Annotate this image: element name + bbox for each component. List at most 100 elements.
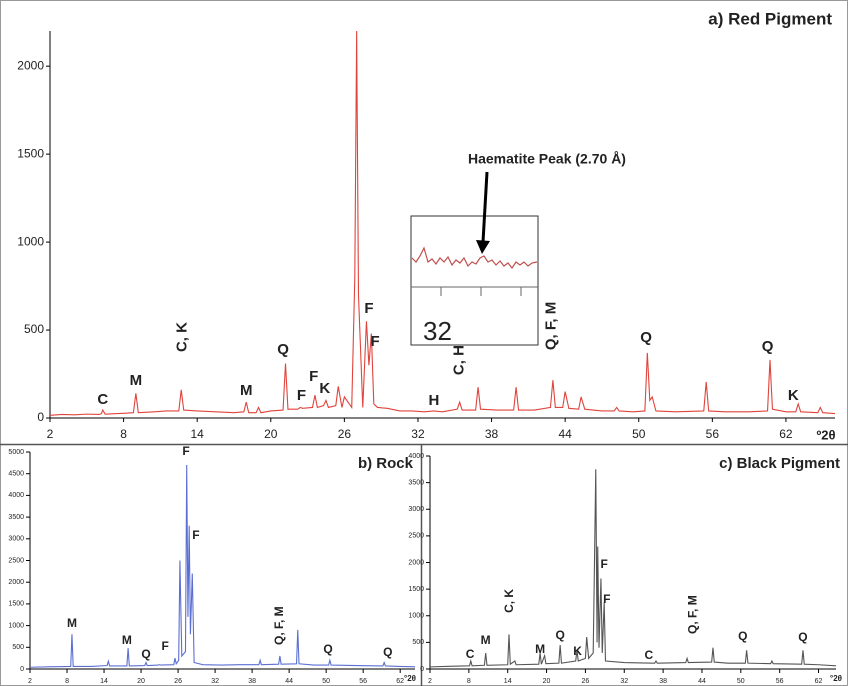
y-tick-label: 500 [412,639,424,646]
peak-label: C [466,647,475,661]
peak-label: F [603,592,610,606]
peak-label: F [601,557,608,571]
peak-label: K [788,387,799,404]
x-tick-label: 56 [706,427,720,441]
spectrum-line [49,30,836,416]
x-tick-label: 62 [396,678,404,685]
peak-label: Q [323,642,332,656]
y-tick-label: 2000 [17,58,44,72]
x-tick-label: 32 [411,427,425,441]
peak-label: F [309,368,318,385]
y-tick-label: 5000 [8,449,24,456]
peak-label: Q [383,645,392,659]
y-tick-label: 2500 [408,533,424,540]
y-tick-label: 1500 [408,586,424,593]
peak-label: Q [738,629,747,643]
x-tick-label: 20 [543,678,551,685]
x-tick-label: 14 [504,678,512,685]
x-tick-label: 2 [428,678,432,685]
x-tick-label: 44 [558,427,572,441]
peak-label: C, K [173,322,190,352]
y-tick-label: 1500 [17,146,44,160]
x-tick-label: 62 [779,427,793,441]
x-tick-label: 50 [737,678,745,685]
x-tick-label: 50 [322,678,330,685]
x-tick-label: 32 [620,678,628,685]
callout: Haematite Peak (2.70 Å) [468,151,626,167]
peak-label: F [182,444,189,458]
peak-label: C [97,391,108,408]
y-tick-label: 1000 [17,234,44,248]
panel-title: a) Red Pigment [708,9,832,28]
x-tick-label: 8 [120,427,127,441]
peak-label: Q [640,329,652,346]
peak-label: F [370,333,379,350]
y-tick-label: 500 [24,322,44,336]
inset-tick-label: 32 [423,316,452,346]
inset-trace [411,246,538,270]
x-tick-label: 14 [191,427,205,441]
peak-label: H [428,392,439,409]
peak-label: Q, F, M [272,606,286,645]
x-tick-label: 20 [264,427,278,441]
peak-label: Q [141,647,150,661]
x-tick-label: 20 [137,678,145,685]
peak-label: F [192,528,199,542]
y-tick-label: 4000 [408,453,424,460]
y-tick-label: 2500 [8,557,24,564]
y-tick-label: 1500 [8,601,24,608]
peak-label: K [573,644,582,658]
peak-label: M [67,616,77,630]
inset-box [410,215,539,346]
panel-title: c) Black Pigment [719,455,840,472]
peak-label: F [364,300,373,317]
peak-label: Q [798,630,807,644]
x-tick-label: 8 [65,678,69,685]
x-tick-label: 44 [285,678,293,685]
peak-label: M [122,633,132,647]
callout-arrow [481,171,489,243]
x-tick-label: 50 [632,427,646,441]
y-tick-label: 4500 [8,471,24,478]
peak-label: Q [277,341,289,358]
x-tick-label: 32 [211,678,219,685]
x-axis-label: °2θ [830,674,842,683]
y-tick-label: 3000 [408,506,424,513]
peak-label: C, K [502,589,516,613]
y-tick-label: 0 [420,666,424,673]
callout-arrowhead [476,240,490,254]
y-tick-label: 1000 [408,613,424,620]
x-tick-label: 8 [467,678,471,685]
x-tick-label: 2 [47,427,54,441]
x-tick-label: 56 [776,678,784,685]
x-tick-label: 62 [815,678,823,685]
x-tick-label: 26 [174,678,182,685]
y-tick-label: 3500 [408,479,424,486]
x-tick-label: 26 [338,427,352,441]
y-tick-label: 3000 [8,536,24,543]
x-tick-label: 56 [359,678,367,685]
spectrum-line [429,469,837,668]
peak-label: Q, F, M [686,595,700,634]
spectrum-line [29,465,416,668]
y-tick-label: 500 [12,644,24,651]
peak-label: F [161,639,168,653]
x-tick-label: 44 [698,678,706,685]
peak-label: Q [555,628,564,642]
y-tick-label: 3500 [8,514,24,521]
peak-label: C, H [451,345,468,375]
y-tick-label: 2000 [8,579,24,586]
peak-label: M [481,633,491,647]
x-tick-label: 38 [485,427,499,441]
peak-label: Q, F, M [543,302,560,350]
y-tick-label: 0 [37,410,44,424]
y-tick-label: 1000 [8,622,24,629]
y-tick-label: 4000 [8,492,24,499]
x-axis-label: °2θ [404,674,416,683]
peak-label: C [645,648,654,662]
peak-label: F [297,387,306,404]
inset: 32 Haematite Peak (2.70 Å) [410,151,626,346]
peak-label: M [240,382,253,399]
peak-label: Q [762,338,774,355]
